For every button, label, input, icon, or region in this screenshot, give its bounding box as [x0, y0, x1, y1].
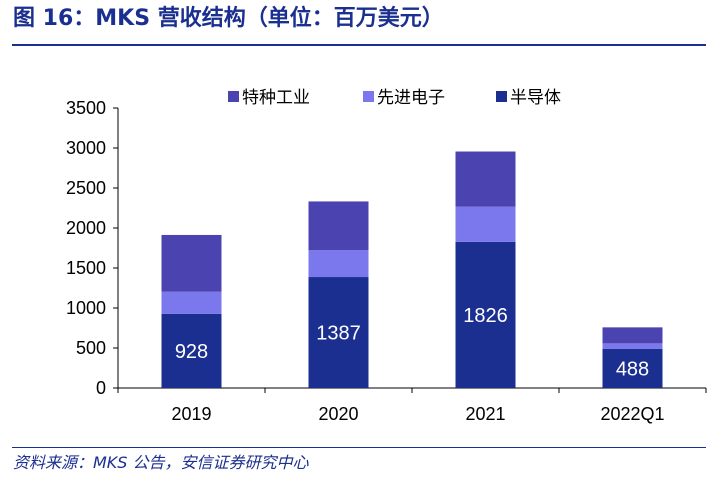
x-tick-label: 2019: [171, 404, 211, 424]
bar-segment: [602, 327, 663, 344]
x-tick-label: 2021: [465, 404, 505, 424]
bar-segment: [308, 201, 369, 251]
y-tick-label: 2500: [66, 178, 106, 198]
legend-label: 先进电子: [377, 88, 445, 108]
source-note: 资料来源：MKS 公告，安信证券研究中心: [13, 453, 309, 472]
bar-data-label: 1826: [463, 305, 508, 327]
bar-segment: [161, 313, 222, 388]
y-tick-label: 3000: [66, 138, 106, 158]
stacked-bar-chart: 0 500 1000 1500 2000 2500 3000 3500 928 2019 1387 2…: [66, 88, 707, 424]
legend-swatch: [363, 91, 374, 102]
figure-title: 图 16：MKS 营收结构（单位：百万美元）: [13, 6, 444, 31]
legend-swatch: [496, 91, 507, 102]
y-tick-label: 1500: [66, 258, 106, 278]
legend-swatch: [228, 91, 239, 102]
bar-segment: [161, 234, 222, 292]
y-tick-label: 3500: [66, 98, 106, 118]
bar-data-label: 1387: [316, 323, 361, 345]
bar-segment: [455, 241, 516, 388]
legend-label: 特种工业: [242, 88, 310, 108]
bar-segment: [602, 348, 663, 388]
y-tick-label: 2000: [66, 218, 106, 238]
x-tick-label: 2022Q1: [600, 404, 664, 424]
y-tick-label: 500: [76, 338, 106, 358]
bar-segment: [455, 206, 516, 242]
bar-data-label: 928: [175, 341, 208, 363]
source-divider: [12, 447, 706, 448]
bar-segment: [308, 277, 369, 388]
bar-data-label: 488: [616, 358, 649, 380]
title-divider: [12, 44, 706, 46]
bar-segment: [455, 151, 516, 207]
bar-segment: [602, 343, 663, 349]
x-tick-label: 2020: [318, 404, 358, 424]
bar-segment: [308, 250, 369, 278]
legend-label: 半导体: [510, 88, 561, 108]
y-tick-label: 1000: [66, 298, 106, 318]
bar-segment: [161, 291, 222, 314]
y-tick-label: 0: [96, 378, 106, 398]
